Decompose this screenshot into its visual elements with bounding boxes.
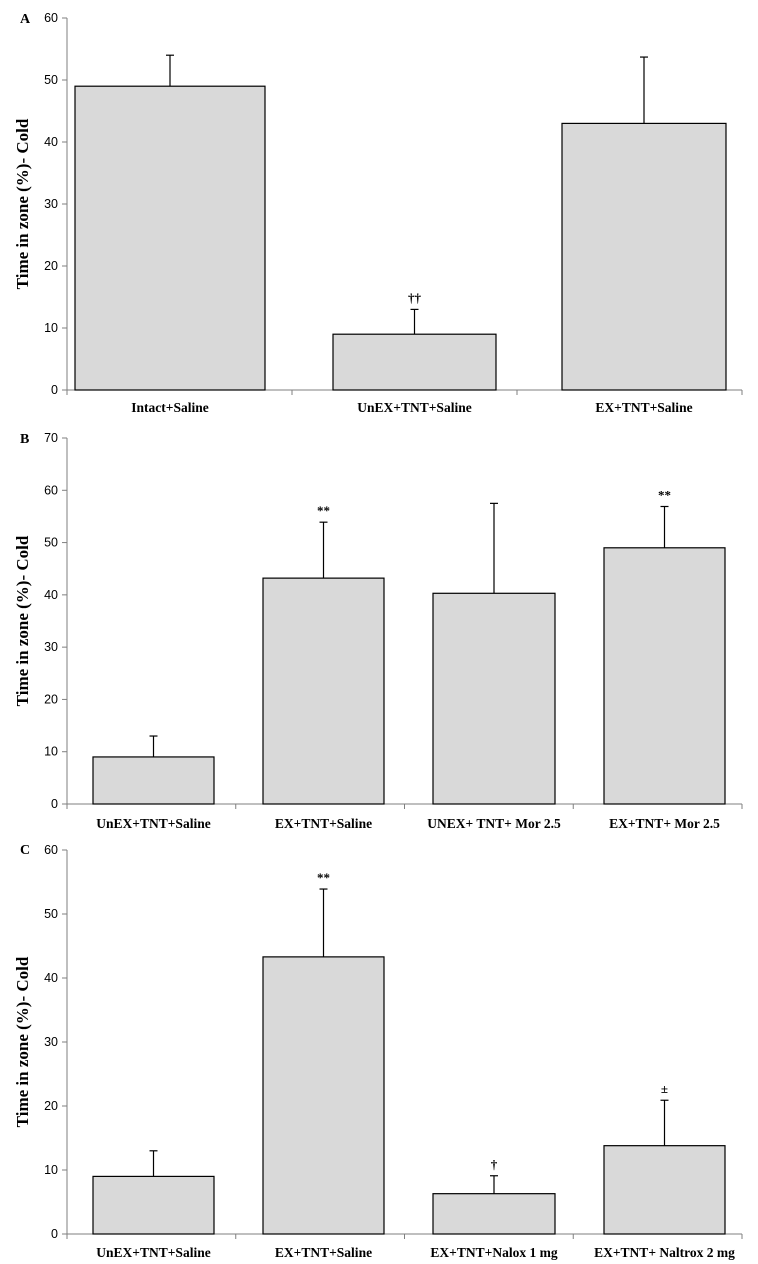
bar bbox=[603, 547, 726, 805]
significance-marker: ** bbox=[317, 870, 330, 885]
bar bbox=[561, 122, 727, 391]
y-tick-label: 70 bbox=[44, 431, 58, 445]
significance-marker: † bbox=[491, 1157, 498, 1172]
y-tick-label: 60 bbox=[44, 483, 58, 497]
category-label: UnEX+TNT+Saline bbox=[96, 816, 210, 831]
y-tick-label: 0 bbox=[51, 383, 58, 397]
y-tick-label: 0 bbox=[51, 797, 58, 811]
y-axis-label: Time in zone (%)- Cold bbox=[13, 956, 32, 1127]
y-tick-label: 20 bbox=[44, 1099, 58, 1113]
y-tick-label: 10 bbox=[44, 1163, 58, 1177]
bar bbox=[92, 1175, 215, 1235]
chart-panel-a: A 0 10 20 30 40 50 60 Time in zone (%)- Cold Inta… bbox=[13, 11, 743, 415]
y-tick-label: 40 bbox=[44, 971, 58, 985]
y-tick-label: 60 bbox=[44, 843, 58, 857]
category-label: EX+TNT+Saline bbox=[275, 816, 372, 831]
bar bbox=[432, 1193, 556, 1235]
category-label: EX+TNT+Saline bbox=[595, 400, 692, 415]
y-tick-label: 40 bbox=[44, 588, 58, 602]
y-tick-label: 20 bbox=[44, 259, 58, 273]
y-tick-label: 40 bbox=[44, 135, 58, 149]
panel-letter: B bbox=[20, 432, 29, 447]
category-label: EX+TNT+Saline bbox=[275, 1245, 372, 1260]
significance-marker: ± bbox=[661, 1081, 668, 1096]
y-axis-label: Time in zone (%)- Cold bbox=[13, 535, 32, 706]
y-tick-label: 60 bbox=[44, 11, 58, 25]
y-tick-label: 10 bbox=[44, 321, 58, 335]
y-tick-label: 50 bbox=[44, 73, 58, 87]
panel-letter: A bbox=[20, 12, 31, 27]
category-label: UNEX+ TNT+ Mor 2.5 bbox=[427, 816, 561, 831]
panel-letter: C bbox=[20, 843, 30, 858]
bar bbox=[603, 1145, 726, 1235]
bar bbox=[92, 756, 215, 805]
significance-marker: ** bbox=[658, 487, 671, 502]
significance-marker: †† bbox=[408, 290, 422, 305]
category-label: Intact+Saline bbox=[131, 400, 208, 415]
y-tick-label: 10 bbox=[44, 745, 58, 759]
y-tick-label: 20 bbox=[44, 692, 58, 706]
bar bbox=[74, 85, 266, 391]
chart-panel-b: B 0 10 20 30 40 50 60 70 Time in zone (%)- Cold Un… bbox=[13, 431, 743, 831]
category-label: EX+TNT+ Naltrox 2 mg bbox=[594, 1245, 735, 1260]
significance-marker: ** bbox=[317, 503, 330, 518]
y-tick-label: 50 bbox=[44, 907, 58, 921]
category-label: UnEX+TNT+Saline bbox=[357, 400, 471, 415]
y-tick-label: 50 bbox=[44, 536, 58, 550]
category-label: UnEX+TNT+Saline bbox=[96, 1245, 210, 1260]
y-tick-label: 30 bbox=[44, 640, 58, 654]
bar bbox=[432, 592, 556, 805]
bar bbox=[262, 577, 385, 805]
category-label: EX+TNT+ Mor 2.5 bbox=[609, 816, 720, 831]
bar bbox=[332, 333, 497, 391]
y-axis-label: Time in zone (%)- Cold bbox=[13, 118, 32, 289]
y-tick-label: 30 bbox=[44, 1035, 58, 1049]
category-label: EX+TNT+Nalox 1 mg bbox=[430, 1245, 557, 1260]
y-tick-label: 30 bbox=[44, 197, 58, 211]
chart-panel-c: C 0 10 20 30 40 50 60 Time in zone (%)- Cold UnEX… bbox=[13, 843, 743, 1260]
bar bbox=[262, 956, 385, 1235]
y-tick-label: 0 bbox=[51, 1227, 58, 1241]
